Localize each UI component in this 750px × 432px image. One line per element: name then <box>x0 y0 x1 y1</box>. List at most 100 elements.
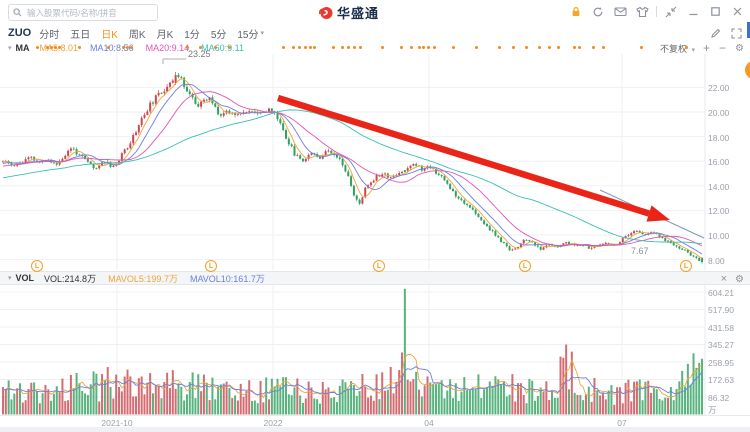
price-chart-canvas[interactable] <box>0 54 750 270</box>
event-dot-icon[interactable] <box>498 46 501 49</box>
floating-action-button[interactable] <box>745 61 750 79</box>
period-tab-1[interactable]: 分时 <box>39 29 60 41</box>
event-dot-icon[interactable] <box>78 46 81 49</box>
event-dot-icon[interactable] <box>475 46 478 49</box>
event-dot-icon[interactable] <box>548 46 551 49</box>
event-dot-icon[interactable] <box>58 46 61 49</box>
event-dot-icon[interactable] <box>298 46 301 49</box>
event-dot-icon[interactable] <box>313 46 316 49</box>
event-dot-icon[interactable] <box>304 46 307 49</box>
close-icon[interactable]: × <box>720 273 728 285</box>
event-dot-icon[interactable] <box>557 46 560 49</box>
pencil-icon[interactable] <box>710 28 721 39</box>
refresh-icon[interactable] <box>587 4 609 19</box>
event-dot-icon[interactable] <box>381 46 384 49</box>
event-dot-icon[interactable] <box>228 46 231 49</box>
event-dot-icon[interactable] <box>347 46 350 49</box>
event-dot-icon[interactable] <box>452 46 455 49</box>
event-dot-icon[interactable] <box>422 46 425 49</box>
event-dot-icon[interactable] <box>400 46 403 49</box>
event-dot-icon[interactable] <box>640 46 643 49</box>
fit-icon[interactable] <box>731 27 742 39</box>
gear-icon[interactable]: ⚙ <box>735 42 744 54</box>
event-dot-icon[interactable] <box>36 46 39 49</box>
announcement-marker-icon[interactable]: L <box>205 260 217 272</box>
bottom-strip <box>0 427 750 432</box>
event-dot-icon[interactable] <box>685 46 688 49</box>
theme-icon[interactable] <box>631 4 653 19</box>
event-dot-icon[interactable] <box>214 46 217 49</box>
symbol-code: ZUO <box>8 27 32 39</box>
ma-group-label[interactable]: MA <box>15 43 30 53</box>
event-dot-icon[interactable] <box>282 46 285 49</box>
event-dot-icon[interactable] <box>418 46 421 49</box>
period-tab-4[interactable]: 周K <box>128 29 146 41</box>
huashengtong-logo-icon <box>318 6 333 19</box>
event-dot-icon[interactable] <box>512 46 515 49</box>
mavol-value-label-1: MAVOL5:199.7万 <box>108 273 178 284</box>
event-dot-icon[interactable] <box>50 46 53 49</box>
event-dot-icon[interactable] <box>186 46 189 49</box>
volume-chart-canvas[interactable] <box>0 285 750 415</box>
event-dot-icon[interactable] <box>538 46 541 49</box>
close-icon[interactable] <box>726 4 748 19</box>
event-dot-icon[interactable] <box>359 46 362 49</box>
adjust-mode-dropdown[interactable]: 不复权 ▾ <box>659 43 695 54</box>
event-dot-icon[interactable] <box>573 46 576 49</box>
period-tab-8[interactable]: 15分 <box>237 29 259 41</box>
titlebar: 华盛通 <box>0 0 750 24</box>
event-dot-icon[interactable] <box>130 46 133 49</box>
event-dot-icon[interactable] <box>433 46 436 49</box>
scrollbar-thumb[interactable] <box>747 22 750 38</box>
event-dot-icon[interactable] <box>341 46 344 49</box>
event-dot-icon[interactable] <box>602 46 605 49</box>
event-dot-icon[interactable] <box>578 46 581 49</box>
mail-icon[interactable] <box>609 4 631 19</box>
period-tab-6[interactable]: 1分 <box>184 29 200 41</box>
vol-collapse-caret[interactable]: ▾ <box>8 275 12 282</box>
collapse-icon[interactable] <box>660 4 682 19</box>
search-input[interactable] <box>25 6 153 19</box>
volume-axis-label: 604.21 <box>708 287 734 298</box>
event-dot-icon[interactable] <box>199 46 202 49</box>
event-dot-icon[interactable] <box>410 46 413 49</box>
event-dot-icon[interactable] <box>525 46 528 49</box>
date-axis: 2021-10 2022 04 07 <box>0 415 750 428</box>
gear-icon[interactable]: ⚙ <box>735 273 744 285</box>
event-dot-icon[interactable] <box>592 46 595 49</box>
event-dot-icon[interactable] <box>292 46 295 49</box>
ma-value-label-2: MA10:8.56 <box>90 43 134 53</box>
event-dot-icon[interactable] <box>107 46 110 49</box>
vol-group-label[interactable]: VOL <box>15 273 35 283</box>
lock-icon[interactable] <box>565 4 587 19</box>
period-tab-3[interactable]: 日K <box>101 29 118 41</box>
event-dot-icon[interactable] <box>427 46 430 49</box>
announcement-marker-icon[interactable]: L <box>680 260 692 272</box>
mavol-value-label-2: MAVOL10:161.7万 <box>189 273 265 284</box>
event-dot-icon[interactable] <box>46 46 49 49</box>
event-dot-icon[interactable] <box>54 46 57 49</box>
minimize-icon[interactable] <box>682 4 704 19</box>
event-dot-icon[interactable] <box>122 46 125 49</box>
event-dot-icon[interactable] <box>309 46 312 49</box>
ma-collapse-caret[interactable]: ▾ <box>8 45 12 52</box>
period-dropdown-caret[interactable]: ▾ <box>260 30 265 37</box>
announcement-marker-icon[interactable]: L <box>519 260 531 272</box>
announcement-marker-icon[interactable]: L <box>31 260 43 272</box>
event-dot-icon[interactable] <box>332 46 335 49</box>
maximize-icon[interactable] <box>704 4 726 19</box>
period-tab-2[interactable]: 五日 <box>70 29 91 41</box>
minus-icon[interactable]: − <box>719 40 727 55</box>
announcement-marker-icon[interactable]: L <box>373 260 385 272</box>
price-axis-label: 12.00 <box>708 206 730 217</box>
ma-indicator-bar: ▾ MA MA5:8.01MA10:8.56MA20:9.14MA60:9.11… <box>0 42 750 54</box>
event-dot-icon[interactable] <box>353 46 356 49</box>
plus-icon[interactable]: + <box>703 40 711 55</box>
price-axis-label: 16.00 <box>708 157 730 168</box>
app-logo: 华盛通 <box>318 3 379 22</box>
period-tab-7[interactable]: 5分 <box>210 29 227 41</box>
event-dot-icon[interactable] <box>126 46 129 49</box>
volume-axis-unit: 万 <box>708 405 717 415</box>
period-tab-5[interactable]: 月K <box>156 29 174 41</box>
stock-search[interactable] <box>8 4 158 21</box>
